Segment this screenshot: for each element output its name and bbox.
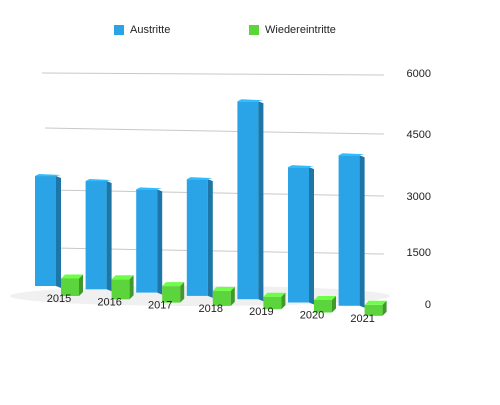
bar-wiedereintritte-side xyxy=(332,296,336,313)
y-tick-label: 0 xyxy=(425,299,431,311)
bar-wiedereintritte-top xyxy=(364,300,387,305)
x-tick-label: 2020 xyxy=(300,310,324,322)
bar-austritte-side xyxy=(106,181,112,292)
bar-austritte-top xyxy=(186,177,213,180)
legend-item-wiedereintritte: Wiedereintritte xyxy=(249,24,336,36)
bar-wiedereintritte xyxy=(162,286,181,303)
legend-swatch-wiedereintritte xyxy=(249,25,259,35)
y-tick-label: 3000 xyxy=(407,191,431,203)
bar-austritte xyxy=(338,155,360,306)
y-tick-label: 1500 xyxy=(407,247,431,259)
bar-austritte xyxy=(85,181,107,290)
bar-austritte xyxy=(35,176,56,286)
bar-austritte xyxy=(136,189,158,293)
bar-wiedereintritte-side xyxy=(129,275,134,300)
grid-line xyxy=(41,72,385,76)
bar-wiedereintritte-top xyxy=(263,292,286,297)
bar-wiedereintritte xyxy=(212,290,231,306)
y-tick-label: 4500 xyxy=(407,129,431,141)
bar-wiedereintritte-top xyxy=(314,296,336,300)
bar-wiedereintritte-top xyxy=(61,274,83,279)
x-tick-label: 2021 xyxy=(350,313,374,325)
bar-austritte-side xyxy=(359,155,365,308)
bar-wiedereintritte xyxy=(314,300,332,313)
bar-austritte-top xyxy=(338,153,365,156)
bar-austritte-top xyxy=(288,165,314,168)
legend: Austritte Wiedereintritte xyxy=(0,24,500,44)
bar-wiedereintritte-side xyxy=(281,292,286,310)
legend-item-austritte: Austritte xyxy=(114,24,170,36)
bar-wiedereintritte-top xyxy=(212,286,235,291)
legend-label-wiedereintritte: Wiedereintritte xyxy=(265,24,336,36)
bar-wiedereintritte xyxy=(263,296,282,310)
x-tick-label: 2017 xyxy=(148,300,172,312)
legend-label-austritte: Austritte xyxy=(130,24,171,36)
bar-wiedereintritte-side xyxy=(180,282,185,303)
bar-austritte-top xyxy=(237,99,264,102)
bar-wiedereintritte-top xyxy=(162,282,185,287)
bar-austritte-side xyxy=(56,176,61,288)
bar-austritte xyxy=(186,179,208,296)
legend-swatch-austritte xyxy=(114,25,124,35)
x-tick-label: 2016 xyxy=(97,296,121,308)
grid-line xyxy=(44,127,385,135)
bar-wiedereintritte-side xyxy=(382,300,387,316)
x-tick-label: 2015 xyxy=(47,293,71,305)
bar-wiedereintritte xyxy=(61,278,79,296)
bar-austritte-side xyxy=(157,189,163,295)
y-tick-label: 6000 xyxy=(407,68,431,80)
bar-austritte-top xyxy=(136,187,163,190)
bar-austritte xyxy=(237,101,259,300)
x-tick-label: 2019 xyxy=(249,306,273,318)
bar-austritte-top xyxy=(85,179,112,182)
bar-wiedereintritte xyxy=(111,279,130,300)
bar-austritte-side xyxy=(207,179,213,298)
bar-wiedereintritte xyxy=(364,304,383,316)
bar-austritte-side xyxy=(309,167,314,305)
x-tick-label: 2018 xyxy=(199,303,223,315)
bar-austritte-side xyxy=(258,101,264,302)
bar-wiedereintritte-side xyxy=(79,274,83,296)
bar-austritte-top xyxy=(35,174,61,177)
bar-wiedereintritte-top xyxy=(111,275,134,280)
bar-austritte xyxy=(288,167,309,303)
bar-wiedereintritte-side xyxy=(230,286,235,306)
